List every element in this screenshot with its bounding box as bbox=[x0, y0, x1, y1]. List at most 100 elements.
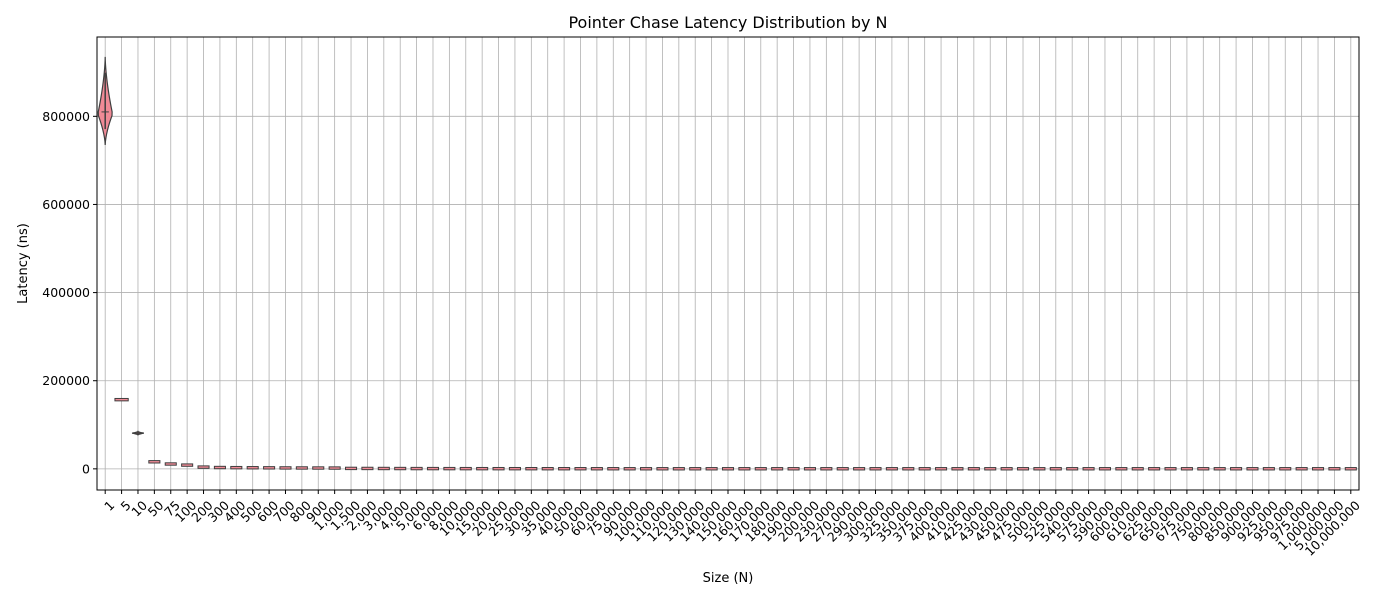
violin-46 bbox=[853, 467, 866, 471]
violin-44 bbox=[820, 467, 833, 471]
violin-59 bbox=[1066, 467, 1079, 471]
violin-37 bbox=[705, 467, 718, 471]
violin-70 bbox=[1246, 467, 1259, 471]
violin-49 bbox=[902, 467, 915, 471]
violin-10 bbox=[263, 466, 276, 470]
violin-body bbox=[1246, 467, 1259, 471]
violin-body bbox=[476, 466, 489, 471]
violin-body bbox=[902, 467, 915, 471]
violin-52 bbox=[951, 467, 964, 471]
violin-body bbox=[787, 467, 800, 471]
violin-body bbox=[1311, 467, 1325, 471]
violin-body bbox=[377, 466, 390, 471]
violin-body bbox=[918, 467, 931, 471]
violin-53 bbox=[967, 467, 980, 471]
violin-body bbox=[1230, 467, 1243, 471]
violin-body bbox=[1328, 467, 1341, 471]
violin-12 bbox=[295, 466, 308, 470]
violin-body bbox=[1016, 467, 1030, 471]
violin-23 bbox=[476, 466, 489, 471]
violin-body bbox=[492, 466, 505, 471]
violin-43 bbox=[803, 467, 816, 471]
violin-body bbox=[426, 466, 440, 471]
violin-17 bbox=[377, 466, 390, 471]
violin-body bbox=[361, 466, 374, 471]
violin-body bbox=[213, 465, 226, 470]
violin-24 bbox=[492, 466, 505, 471]
violin-body bbox=[623, 467, 636, 471]
violin-35 bbox=[672, 467, 685, 471]
violin-body bbox=[935, 467, 948, 471]
violin-9 bbox=[246, 466, 259, 470]
violin-body bbox=[394, 466, 407, 471]
violin-body bbox=[263, 466, 276, 470]
violin-51 bbox=[935, 467, 948, 471]
violin-19 bbox=[410, 466, 423, 471]
violin-33 bbox=[640, 467, 653, 471]
violin-body bbox=[738, 467, 751, 471]
violin-body bbox=[1098, 467, 1111, 471]
violin-26 bbox=[525, 466, 538, 471]
violin-body bbox=[574, 467, 587, 471]
violin-body bbox=[443, 466, 456, 471]
violin-39 bbox=[738, 467, 751, 471]
y-tick-label: 0 bbox=[82, 461, 90, 476]
violin-27 bbox=[541, 467, 554, 471]
violin-body bbox=[279, 466, 292, 470]
violin-11 bbox=[279, 466, 292, 470]
violin-48 bbox=[885, 467, 898, 471]
violin-68 bbox=[1213, 467, 1226, 471]
violin-55 bbox=[1000, 467, 1013, 471]
violin-67 bbox=[1197, 467, 1210, 471]
violin-body bbox=[1115, 467, 1128, 471]
chart-title: Pointer Chase Latency Distribution by N bbox=[568, 13, 887, 32]
violin-body bbox=[984, 467, 997, 471]
violin-4 bbox=[164, 462, 177, 466]
violin-0 bbox=[97, 56, 113, 146]
violin-57 bbox=[1033, 467, 1046, 471]
violin-body bbox=[836, 467, 849, 471]
violin-body bbox=[705, 467, 718, 471]
violin-47 bbox=[869, 467, 882, 471]
violin-body bbox=[754, 467, 767, 471]
violin-body bbox=[672, 467, 685, 471]
violin-25 bbox=[508, 466, 521, 471]
violin-7 bbox=[213, 465, 226, 470]
violin-16 bbox=[361, 466, 374, 471]
violin-body bbox=[164, 462, 177, 466]
violin-69 bbox=[1230, 467, 1243, 471]
violin-body bbox=[230, 465, 243, 470]
violin-30 bbox=[590, 467, 603, 471]
violin-42 bbox=[787, 467, 800, 471]
violin-body bbox=[1131, 467, 1144, 471]
violin-body bbox=[803, 467, 816, 471]
violin-32 bbox=[623, 467, 636, 471]
violin-body bbox=[345, 466, 358, 471]
violin-body bbox=[410, 466, 423, 471]
violin-21 bbox=[443, 466, 456, 471]
violin-31 bbox=[607, 467, 620, 471]
y-tick-label: 800000 bbox=[42, 109, 90, 124]
violin-61 bbox=[1098, 467, 1111, 471]
y-axis-label: Latency (ns) bbox=[16, 223, 31, 304]
violin-body bbox=[1197, 467, 1210, 471]
violin-body bbox=[181, 463, 194, 467]
violin-body bbox=[853, 467, 866, 471]
violin-body bbox=[508, 466, 521, 471]
violin-29 bbox=[574, 467, 587, 471]
violin-60 bbox=[1082, 467, 1095, 471]
x-tick-label: 1 bbox=[101, 498, 117, 514]
violin-body bbox=[721, 467, 735, 471]
violin-54 bbox=[984, 467, 997, 471]
violin-body bbox=[1049, 467, 1062, 471]
violin-75 bbox=[1328, 467, 1341, 471]
violin-50 bbox=[918, 467, 931, 471]
violin-body bbox=[1180, 467, 1193, 471]
violin-34 bbox=[656, 467, 669, 471]
x-axis-ticks: 1 51050751002003004005006007008009001,000… bbox=[101, 490, 1363, 559]
violin-58 bbox=[1049, 467, 1062, 471]
violin-body bbox=[951, 467, 964, 471]
violin-body bbox=[459, 466, 472, 471]
violin-body bbox=[1148, 467, 1161, 471]
